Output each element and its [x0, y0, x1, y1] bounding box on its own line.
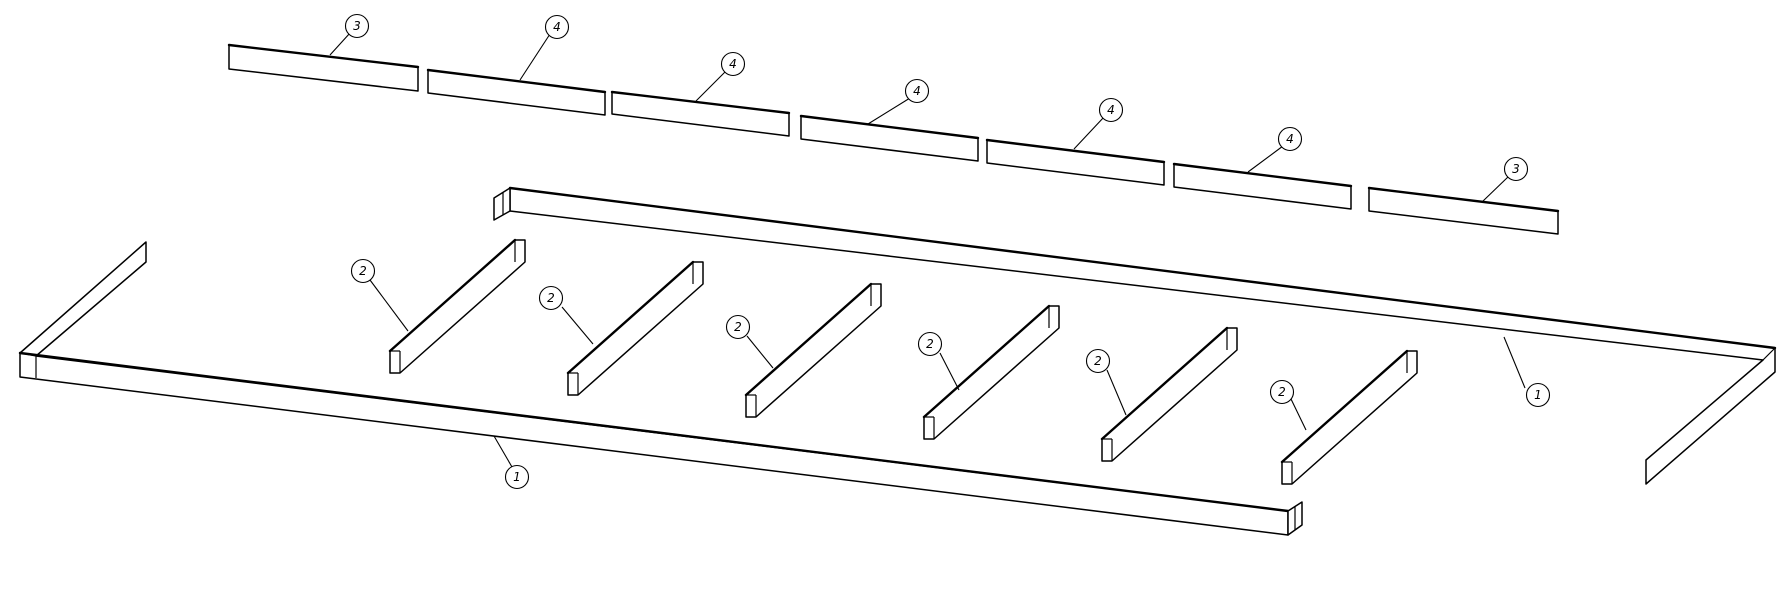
leader-b1	[329, 32, 351, 56]
balloon-4-e: 4	[1277, 126, 1303, 152]
leader-b5	[1073, 116, 1105, 150]
plate-part-3-right	[1367, 186, 1560, 235]
balloon-label: 4	[729, 57, 737, 71]
cross-member-part-2-3	[744, 282, 882, 418]
leader-b10	[746, 335, 774, 369]
plate-part-4-1	[426, 68, 607, 116]
balloon-2-c: 2	[725, 314, 751, 340]
balloon-label: 1	[1534, 388, 1542, 402]
balloon-label: 3	[1512, 162, 1520, 176]
cross-member-part-2-4	[922, 304, 1060, 440]
balloon-2-a: 2	[350, 258, 376, 284]
balloon-4-c: 4	[904, 78, 930, 104]
leader-b8	[369, 279, 409, 332]
balloon-label: 4	[553, 20, 561, 34]
balloon-label: 2	[1094, 354, 1102, 368]
leader-b3	[695, 70, 727, 102]
cross-member-part-2-5	[1100, 326, 1238, 462]
balloon-label: 2	[926, 337, 934, 351]
balloon-2-d: 2	[917, 331, 943, 357]
plate-part-3-left	[227, 43, 420, 92]
plate-part-4-5	[1172, 162, 1353, 210]
balloon-label: 2	[1278, 385, 1286, 399]
balloon-label: 1	[513, 470, 521, 484]
plate-part-4-4	[985, 138, 1166, 186]
plate-part-4-2	[610, 90, 791, 137]
leader-lines	[329, 32, 1526, 468]
balloon-2-f: 2	[1269, 379, 1295, 405]
cross-member-part-2-6	[1280, 349, 1418, 485]
channel-part-1-front	[18, 241, 1303, 536]
balloon-4-d: 4	[1098, 97, 1124, 123]
balloon-label: 4	[1286, 132, 1294, 146]
balloon-2-b: 2	[538, 285, 564, 311]
channel-part-1-back	[493, 186, 1777, 485]
balloon-label: 2	[734, 320, 742, 334]
leader-b13	[1290, 398, 1307, 431]
balloon-4-b: 4	[720, 51, 746, 77]
plate-part-4-3	[799, 114, 980, 162]
leader-b12	[1106, 369, 1127, 416]
cross-member-part-2-1	[388, 238, 526, 374]
balloon-label: 2	[359, 264, 367, 278]
leader-b14	[1503, 336, 1526, 389]
balloon-label: 2	[547, 291, 555, 305]
balloon-4-a: 4	[544, 14, 570, 40]
balloon-label: 4	[913, 84, 921, 98]
leader-b7	[1481, 175, 1510, 203]
leader-b2	[519, 33, 551, 81]
cross-member-part-2-2	[566, 260, 704, 396]
leader-b11	[939, 352, 960, 391]
balloon-label: 4	[1107, 103, 1115, 117]
leader-b15	[493, 435, 513, 468]
balloon-1-front: 1	[504, 464, 530, 490]
balloon-label: 3	[353, 19, 361, 33]
balloon-3-b: 3	[1503, 156, 1529, 182]
leader-b4	[867, 97, 911, 125]
balloon-2-e: 2	[1085, 348, 1111, 374]
leader-b9	[561, 306, 594, 345]
balloon-3-a: 3	[344, 13, 370, 39]
balloon-1-back: 1	[1525, 382, 1551, 408]
leader-b6	[1247, 145, 1284, 173]
